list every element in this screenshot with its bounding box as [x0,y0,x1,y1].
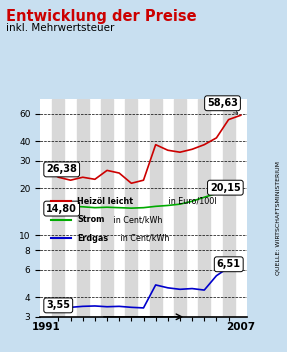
Text: Entwicklung der Preise: Entwicklung der Preise [6,9,196,24]
Text: 20,15: 20,15 [210,183,241,193]
Text: 26,38: 26,38 [46,164,77,174]
Bar [77,99,89,317]
Bar [174,99,186,317]
Text: 6,51: 6,51 [217,259,241,269]
Text: Erdgas: Erdgas [77,234,108,243]
Text: in Cent/kWh: in Cent/kWh [118,234,170,243]
Text: QUELLE: WIRTSCHAFTSMINISTERIUM: QUELLE: WIRTSCHAFTSMINISTERIUM [276,161,281,275]
Bar [101,99,113,317]
Text: Heizöl leicht: Heizöl leicht [77,197,133,206]
Text: 3,55: 3,55 [46,300,70,310]
Bar [222,99,235,317]
Bar [125,99,137,317]
Bar [198,99,210,317]
Text: 14,80: 14,80 [46,203,77,214]
Text: 58,63: 58,63 [207,98,238,113]
Text: inkl. Mehrwertsteuer: inkl. Mehrwertsteuer [6,23,114,33]
Bar [150,99,162,317]
Bar [52,99,65,317]
Text: in Euro/100l: in Euro/100l [166,197,216,206]
Text: Strom: Strom [77,215,105,224]
Text: in Cent/kWh: in Cent/kWh [111,215,163,224]
